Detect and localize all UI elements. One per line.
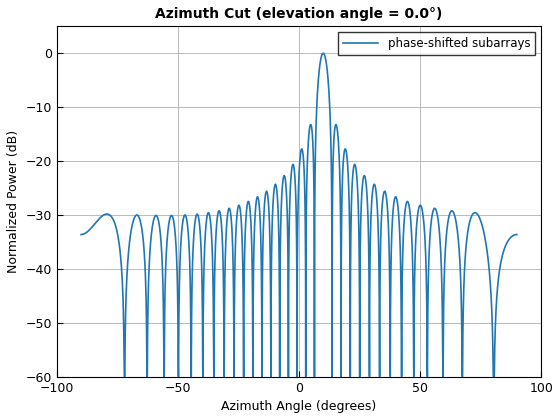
phase-shifted subarrays: [514, 232, 520, 237]
phase-shifted subarrays: [108, 213, 114, 218]
phase-shifted subarrays: [78, 232, 85, 237]
Line: phase-shifted subarrays: phase-shifted subarrays: [81, 53, 517, 377]
Title: Azimuth Cut (elevation angle = 0.0°): Azimuth Cut (elevation angle = 0.0°): [155, 7, 442, 21]
phase-shifted subarrays: [314, 89, 321, 94]
phase-shifted subarrays: [401, 213, 408, 218]
phase-shifted subarrays: [320, 51, 326, 56]
phase-shifted subarrays: [121, 374, 128, 379]
phase-shifted subarrays: [183, 214, 189, 219]
X-axis label: Azimuth Angle (degrees): Azimuth Angle (degrees): [221, 400, 377, 413]
phase-shifted subarrays: [340, 155, 347, 160]
Y-axis label: Normalized Power (dB): Normalized Power (dB): [7, 130, 20, 273]
phase-shifted subarrays: [245, 199, 251, 204]
Legend: phase-shifted subarrays: phase-shifted subarrays: [338, 32, 535, 55]
